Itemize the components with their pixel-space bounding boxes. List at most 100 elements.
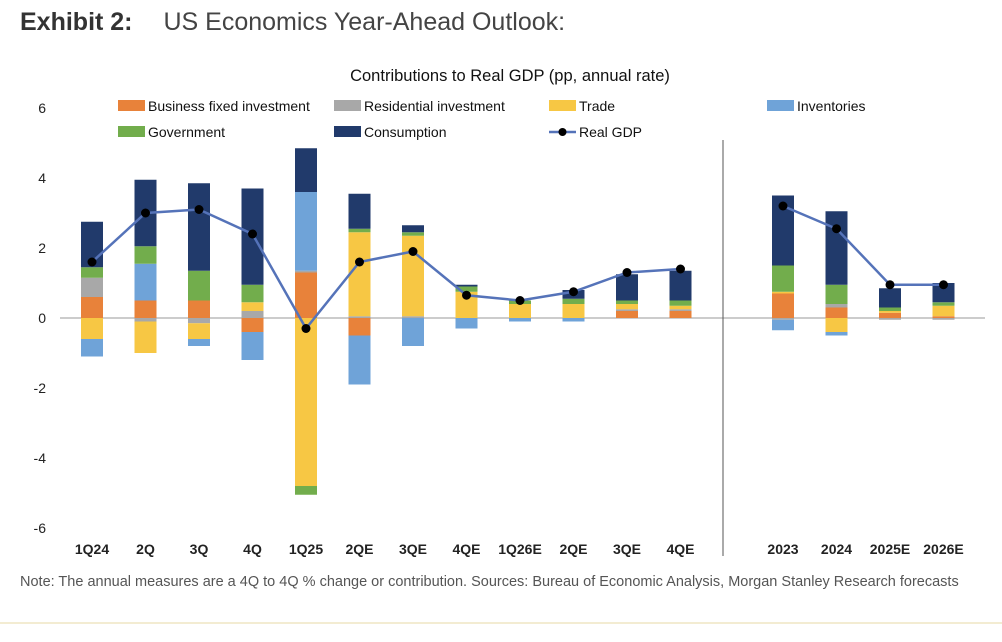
bar-gov-4q bbox=[241, 284, 264, 303]
bar-inv-1q24 bbox=[81, 339, 103, 357]
bar-res-2qe bbox=[348, 316, 371, 318]
y-tick-label: 0 bbox=[38, 310, 46, 326]
bar-inv-2024 bbox=[825, 332, 848, 336]
bar-res-2026e bbox=[932, 318, 955, 320]
bar-inv-2qe bbox=[348, 335, 371, 385]
bar-gov-2024 bbox=[825, 284, 848, 304]
bar-inv-2qe bbox=[562, 318, 585, 322]
x-tick-label: 4Q bbox=[243, 541, 262, 557]
bar-trade-1q26e bbox=[509, 304, 531, 318]
gdp-point bbox=[408, 247, 418, 256]
y-tick-label: -4 bbox=[34, 450, 47, 466]
bars-layer bbox=[81, 148, 955, 495]
bar-trade-1q25 bbox=[295, 318, 317, 486]
gdp-contributions-chart: Contributions to Real GDP (pp, annual ra… bbox=[34, 67, 985, 557]
legend-swatch-cons bbox=[334, 126, 361, 137]
gdp-point bbox=[462, 290, 471, 300]
y-tick-label: 4 bbox=[38, 170, 46, 186]
bar-trade-4q bbox=[241, 302, 264, 311]
bar-trade-2024 bbox=[825, 318, 848, 332]
legend-label-res: Residential investment bbox=[364, 98, 505, 114]
gdp-line-annual bbox=[782, 204, 944, 286]
bar-gov-2026e bbox=[932, 302, 955, 306]
bar-cons-2025e bbox=[879, 288, 901, 308]
bar-res-2024 bbox=[825, 304, 848, 308]
legend-swatch-bfi bbox=[118, 100, 145, 111]
x-tick-label: 2023 bbox=[767, 541, 798, 557]
x-tick-label: 4QE bbox=[452, 541, 480, 557]
bar-res-3qe bbox=[616, 309, 638, 311]
legend-swatch-res bbox=[334, 100, 361, 111]
bar-trade-3qe bbox=[616, 304, 638, 310]
chart-title: Contributions to Real GDP (pp, annual ra… bbox=[350, 67, 670, 85]
bar-inv-3qe bbox=[402, 318, 424, 346]
gdp-point bbox=[194, 205, 204, 214]
x-tick-label: 3QE bbox=[399, 541, 427, 557]
x-tick-label: 4QE bbox=[666, 541, 694, 557]
gdp-point bbox=[676, 264, 685, 274]
bar-inv-4q bbox=[241, 332, 264, 360]
x-tick-label: 1Q26E bbox=[498, 541, 542, 557]
bar-trade-2023 bbox=[772, 291, 794, 294]
gdp-point bbox=[778, 201, 788, 211]
y-tick-label: 6 bbox=[38, 100, 46, 116]
bar-gov-4qe bbox=[669, 300, 692, 306]
bar-cons-2qe bbox=[348, 193, 371, 229]
bar-res-1q24 bbox=[81, 277, 103, 297]
exhibit-subtitle: US Economics Year-Ahead Outlook: bbox=[163, 8, 566, 36]
x-tick-label: 1Q24 bbox=[75, 541, 109, 557]
footnote: Note: The annual measures are a 4Q to 4Q… bbox=[20, 574, 959, 590]
bar-gov-2023 bbox=[772, 265, 794, 292]
bar-bfi-3q bbox=[188, 300, 210, 318]
x-tick-label: 2QE bbox=[559, 541, 587, 557]
legend-label-inv: Inventories bbox=[797, 98, 865, 114]
bar-inv-3q bbox=[188, 339, 210, 346]
bar-gov-2q bbox=[134, 246, 157, 264]
bar-res-3q bbox=[188, 318, 210, 324]
bar-res-4qe bbox=[669, 309, 692, 311]
bar-inv-2023 bbox=[772, 319, 794, 331]
labels-layer: Contributions to Real GDP (pp, annual ra… bbox=[34, 67, 964, 557]
gdp-point bbox=[515, 296, 525, 305]
bar-trade-4qe bbox=[669, 305, 692, 310]
bar-gov-3qe bbox=[616, 300, 638, 304]
gdp-point bbox=[248, 229, 257, 239]
exhibit-header: Exhibit 2: US Economics Year-Ahead Outlo… bbox=[20, 8, 565, 37]
bar-gov-2qe bbox=[348, 228, 371, 233]
legend-label-gdp: Real GDP bbox=[579, 124, 642, 140]
gdp-point bbox=[355, 257, 364, 267]
bar-bfi-2024 bbox=[825, 307, 848, 318]
x-tick-label: 3Q bbox=[190, 541, 209, 557]
bar-cons-1q25 bbox=[295, 148, 317, 192]
bar-cons-4qe bbox=[669, 270, 692, 301]
bar-trade-3q bbox=[188, 323, 210, 339]
bar-cons-3qe bbox=[402, 225, 424, 233]
bar-trade-2025e bbox=[879, 311, 901, 313]
bar-gov-3qe bbox=[402, 232, 424, 236]
bar-cons-2026e bbox=[932, 283, 955, 303]
x-tick-label: 2026E bbox=[923, 541, 963, 557]
legend-swatch-trade bbox=[549, 100, 576, 111]
bar-trade-2026e bbox=[932, 305, 955, 317]
x-tick-label: 2024 bbox=[821, 541, 852, 557]
bar-cons-2023 bbox=[772, 195, 794, 266]
bar-inv-4qe bbox=[455, 318, 478, 329]
gdp-line-layer bbox=[87, 201, 948, 333]
x-tick-label: 2025E bbox=[870, 541, 910, 557]
bar-trade-4qe bbox=[455, 291, 478, 318]
legend-swatch-inv bbox=[767, 100, 794, 111]
legend: Business fixed investment Residential inv… bbox=[118, 98, 865, 140]
exhibit-label: Exhibit 2: bbox=[20, 8, 133, 36]
legend-label-gov: Government bbox=[148, 124, 225, 140]
x-tick-label: 2Q bbox=[136, 541, 155, 557]
bar-trade-1q24 bbox=[81, 318, 103, 339]
legend-swatch-gov bbox=[118, 126, 145, 137]
gdp-point bbox=[301, 324, 311, 333]
bar-bfi-2q bbox=[134, 300, 157, 318]
bar-cons-2024 bbox=[825, 211, 848, 285]
bar-bfi-1q24 bbox=[81, 297, 103, 318]
bar-bfi-4qe bbox=[669, 311, 692, 318]
y-tick-label: 2 bbox=[38, 240, 46, 256]
x-tick-label: 1Q25 bbox=[289, 541, 323, 557]
bar-gov-3q bbox=[188, 270, 210, 301]
